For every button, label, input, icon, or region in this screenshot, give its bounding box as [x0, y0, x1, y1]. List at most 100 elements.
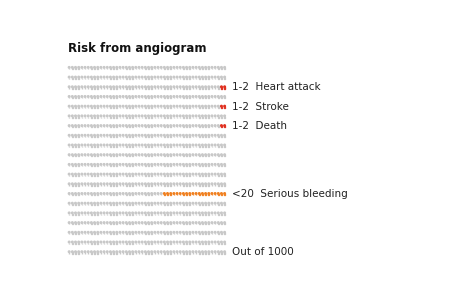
Bar — [75, 107, 76, 108]
Ellipse shape — [103, 251, 105, 253]
Ellipse shape — [192, 251, 193, 253]
Bar — [78, 136, 79, 137]
Ellipse shape — [224, 134, 225, 136]
Bar — [81, 223, 82, 224]
Ellipse shape — [84, 193, 86, 194]
Ellipse shape — [204, 212, 206, 214]
Bar — [179, 243, 180, 244]
Ellipse shape — [179, 86, 180, 88]
Bar — [110, 68, 111, 69]
Ellipse shape — [211, 144, 212, 146]
Ellipse shape — [224, 86, 225, 88]
Ellipse shape — [195, 173, 196, 175]
Bar — [135, 223, 136, 224]
Ellipse shape — [81, 164, 83, 165]
Bar — [84, 107, 85, 108]
Ellipse shape — [192, 193, 193, 194]
Ellipse shape — [84, 105, 86, 107]
Bar — [141, 155, 142, 157]
Ellipse shape — [217, 202, 218, 204]
Ellipse shape — [147, 212, 149, 214]
Ellipse shape — [182, 193, 184, 194]
Ellipse shape — [112, 96, 114, 97]
Ellipse shape — [198, 67, 200, 68]
Ellipse shape — [198, 222, 200, 224]
Ellipse shape — [141, 67, 143, 68]
Bar — [176, 126, 177, 128]
Ellipse shape — [134, 193, 136, 194]
Bar — [132, 107, 133, 108]
Bar — [173, 155, 174, 157]
Ellipse shape — [122, 154, 123, 155]
Ellipse shape — [116, 76, 118, 78]
Ellipse shape — [207, 67, 209, 68]
Ellipse shape — [198, 154, 200, 155]
Ellipse shape — [106, 67, 108, 68]
Ellipse shape — [134, 222, 136, 224]
Ellipse shape — [147, 67, 149, 68]
Ellipse shape — [179, 164, 180, 165]
Ellipse shape — [201, 232, 203, 233]
Bar — [106, 155, 107, 157]
Ellipse shape — [138, 125, 140, 126]
Ellipse shape — [125, 173, 127, 175]
Ellipse shape — [97, 183, 98, 184]
Bar — [75, 97, 76, 98]
Ellipse shape — [176, 96, 178, 97]
Ellipse shape — [144, 105, 146, 107]
Ellipse shape — [100, 125, 101, 126]
Ellipse shape — [207, 222, 209, 224]
Ellipse shape — [189, 222, 190, 224]
Ellipse shape — [160, 164, 162, 165]
Bar — [116, 78, 117, 79]
Bar — [119, 204, 120, 205]
Ellipse shape — [68, 115, 70, 117]
Ellipse shape — [185, 125, 187, 126]
Ellipse shape — [94, 134, 95, 136]
Ellipse shape — [220, 183, 222, 184]
Ellipse shape — [68, 134, 70, 136]
Ellipse shape — [185, 76, 187, 78]
Bar — [119, 194, 120, 195]
Bar — [170, 194, 171, 195]
Bar — [110, 126, 111, 128]
Ellipse shape — [173, 173, 174, 175]
Ellipse shape — [68, 222, 70, 224]
Bar — [94, 243, 95, 244]
Ellipse shape — [163, 183, 165, 184]
Ellipse shape — [97, 232, 98, 233]
Bar — [211, 107, 212, 108]
Bar — [138, 155, 139, 157]
Ellipse shape — [81, 125, 83, 126]
Bar — [192, 214, 193, 215]
Bar — [141, 214, 142, 215]
Bar — [141, 146, 142, 147]
Bar — [110, 184, 111, 186]
Bar — [119, 175, 120, 176]
Ellipse shape — [224, 154, 225, 155]
Ellipse shape — [138, 115, 140, 117]
Bar — [72, 204, 73, 205]
Ellipse shape — [182, 173, 184, 175]
Ellipse shape — [214, 67, 215, 68]
Ellipse shape — [182, 86, 184, 88]
Ellipse shape — [109, 144, 111, 146]
Ellipse shape — [214, 173, 215, 175]
Bar — [205, 252, 206, 253]
Bar — [75, 136, 76, 137]
Ellipse shape — [87, 212, 89, 214]
Ellipse shape — [179, 202, 180, 204]
Bar — [154, 233, 155, 234]
Bar — [94, 214, 95, 215]
Bar — [179, 155, 180, 157]
Ellipse shape — [160, 241, 162, 243]
Bar — [110, 214, 111, 215]
Ellipse shape — [189, 251, 190, 253]
Ellipse shape — [112, 212, 114, 214]
Ellipse shape — [185, 67, 187, 68]
Bar — [116, 117, 117, 118]
Ellipse shape — [144, 76, 146, 78]
Bar — [192, 68, 193, 69]
Ellipse shape — [132, 154, 133, 155]
Bar — [179, 175, 180, 176]
